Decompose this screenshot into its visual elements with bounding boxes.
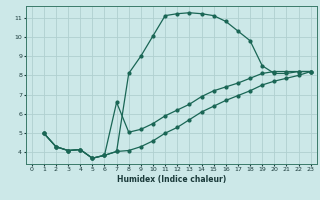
X-axis label: Humidex (Indice chaleur): Humidex (Indice chaleur) bbox=[116, 175, 226, 184]
